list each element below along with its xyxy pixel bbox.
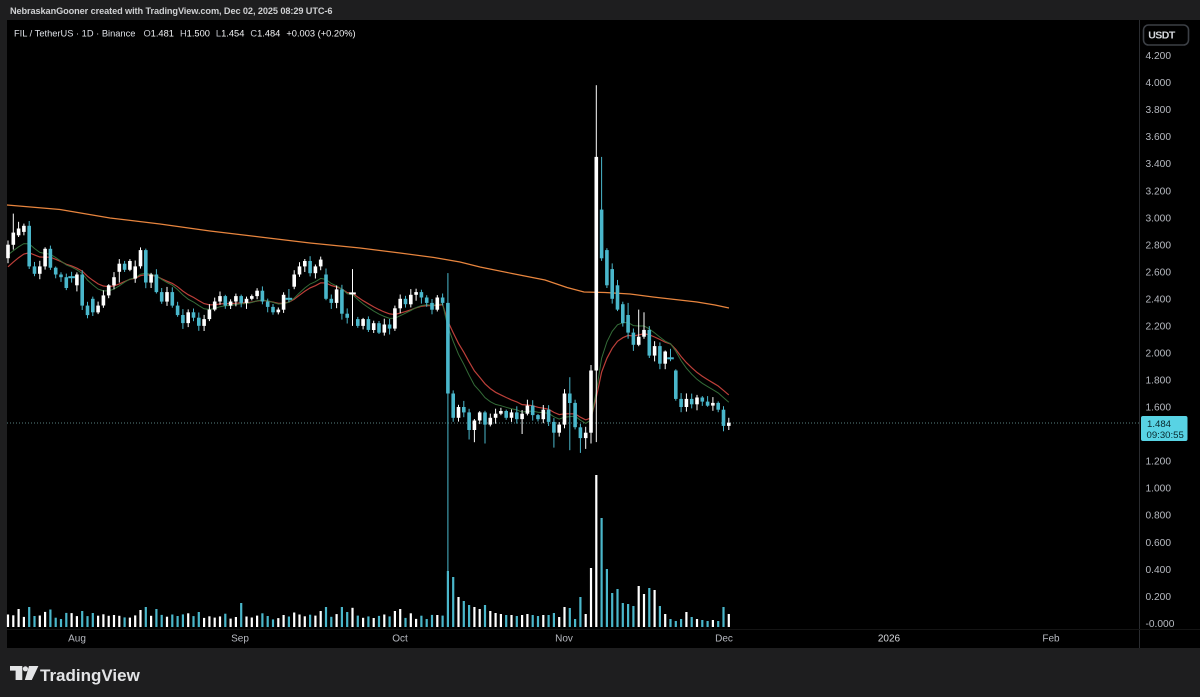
svg-text:TradingView: TradingView [40, 666, 141, 685]
svg-text:1.000: 1.000 [1146, 484, 1172, 495]
svg-text:-0.000: -0.000 [1146, 619, 1175, 630]
svg-text:3.400: 3.400 [1146, 159, 1172, 170]
svg-text:09:30:55: 09:30:55 [1147, 430, 1184, 441]
svg-text:Nov: Nov [555, 634, 573, 645]
svg-text:Oct: Oct [392, 634, 408, 645]
svg-text:USDT: USDT [1148, 30, 1176, 42]
svg-text:1.484: 1.484 [1147, 419, 1172, 430]
svg-text:Feb: Feb [1042, 634, 1060, 645]
svg-text:1.800: 1.800 [1146, 376, 1172, 387]
svg-text:3.600: 3.600 [1146, 132, 1172, 143]
svg-text:4.200: 4.200 [1146, 51, 1172, 62]
svg-text:4.000: 4.000 [1146, 78, 1172, 89]
svg-text:2.800: 2.800 [1146, 240, 1172, 251]
svg-text:1.600: 1.600 [1146, 403, 1172, 414]
svg-text:2.200: 2.200 [1146, 322, 1172, 333]
svg-text:3.800: 3.800 [1146, 105, 1172, 116]
svg-text:0.800: 0.800 [1146, 511, 1172, 522]
svg-text:0.600: 0.600 [1146, 538, 1172, 549]
svg-text:2.400: 2.400 [1146, 294, 1172, 305]
svg-text:Aug: Aug [68, 634, 86, 645]
svg-text:Dec: Dec [715, 634, 733, 645]
svg-text:3.200: 3.200 [1146, 186, 1172, 197]
svg-text:NebraskanGooner created with T: NebraskanGooner created with TradingView… [10, 6, 332, 16]
svg-text:3.000: 3.000 [1146, 213, 1172, 224]
svg-text:0.400: 0.400 [1146, 565, 1172, 576]
svg-text:2.000: 2.000 [1146, 349, 1172, 360]
svg-text:Sep: Sep [231, 634, 249, 645]
svg-text:2026: 2026 [878, 634, 901, 645]
svg-text:1.200: 1.200 [1146, 457, 1172, 468]
svg-text:2.600: 2.600 [1146, 267, 1172, 278]
svg-text:0.200: 0.200 [1146, 592, 1172, 603]
